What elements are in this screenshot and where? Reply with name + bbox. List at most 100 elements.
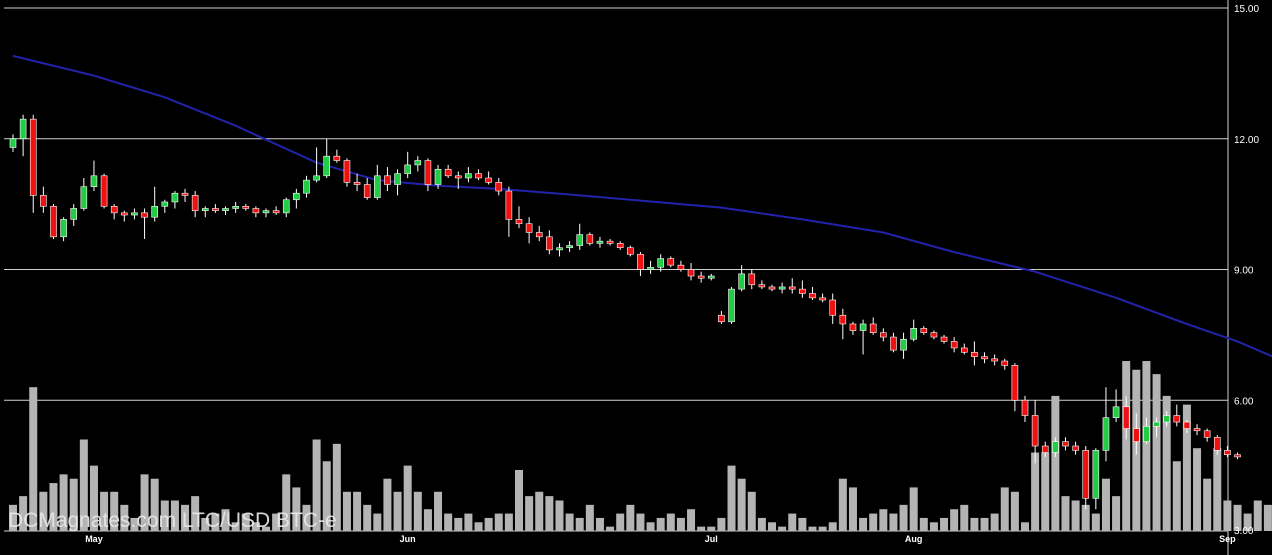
candle-83 — [849, 321, 857, 335]
volume-bar-28 — [292, 487, 301, 531]
candle-89 — [910, 319, 917, 342]
candle-body-47 — [485, 177, 492, 183]
candle-body-79 — [809, 293, 816, 299]
volume-bar-61 — [626, 504, 635, 531]
candle-69 — [707, 273, 715, 281]
volume-bar-2 — [29, 387, 38, 531]
candle-body-24 — [252, 208, 260, 214]
volume-bar-31 — [322, 461, 331, 531]
volume-bar-40 — [413, 491, 422, 531]
candle-101 — [1031, 400, 1039, 464]
candle-body-87 — [890, 336, 897, 351]
x-tick-label-4: Sep — [1219, 534, 1236, 544]
volume-bar-7 — [79, 439, 88, 531]
candle-61 — [627, 245, 634, 257]
volume-bars — [9, 361, 1272, 531]
candle-body-117 — [1193, 428, 1201, 432]
volume-bar-76 — [778, 526, 787, 531]
volume-bar-9 — [100, 491, 109, 531]
volume-bar-124 — [1263, 504, 1272, 531]
candle-117 — [1193, 424, 1201, 436]
volume-bar-43 — [444, 513, 453, 531]
volume-bar-48 — [494, 513, 503, 531]
candle-body-11 — [121, 212, 128, 216]
candle-72 — [738, 265, 745, 292]
candle-body-42 — [434, 168, 442, 185]
candle-23 — [242, 204, 250, 211]
candle-body-81 — [829, 299, 837, 316]
volume-bar-59 — [606, 526, 615, 531]
candle-40 — [414, 156, 422, 172]
candle-body-8 — [90, 175, 98, 187]
candle-17 — [181, 188, 189, 202]
volume-bar-121 — [1233, 504, 1242, 531]
candle-119 — [1213, 435, 1221, 455]
candle-body-111 — [1133, 428, 1140, 442]
candle-body-115 — [1173, 415, 1181, 423]
volume-bar-110 — [1122, 361, 1131, 531]
candle-body-86 — [880, 332, 887, 338]
candle-body-49 — [505, 190, 513, 220]
candle-22 — [232, 201, 239, 213]
candle-88 — [900, 332, 907, 359]
volume-bar-56 — [575, 517, 584, 531]
candle-106 — [1082, 446, 1090, 510]
candle-body-17 — [181, 192, 189, 196]
volume-bar-45 — [464, 513, 473, 531]
candle-1 — [19, 114, 27, 157]
candle-body-95 — [971, 352, 978, 357]
volume-bar-103 — [1051, 395, 1060, 531]
candle-45 — [465, 167, 472, 183]
volume-bar-105 — [1071, 500, 1080, 531]
volume-bar-86 — [879, 509, 888, 531]
volume-bar-68 — [697, 526, 706, 531]
candle-87 — [890, 332, 897, 353]
candle-body-1 — [19, 118, 27, 140]
candle-29 — [303, 175, 310, 198]
volume-bar-32 — [332, 443, 341, 531]
candle-body-16 — [171, 192, 179, 203]
volume-bar-79 — [808, 526, 817, 531]
candle-body-102 — [1041, 445, 1049, 453]
candle-body-50 — [515, 219, 523, 225]
candle-body-80 — [819, 297, 826, 301]
candle-73 — [748, 269, 756, 290]
volume-bar-104 — [1061, 496, 1070, 531]
volume-bar-64 — [656, 517, 665, 531]
candle-110 — [1122, 395, 1130, 440]
candle-body-107 — [1092, 450, 1100, 499]
candle-56 — [576, 223, 584, 250]
candle-body-121 — [1234, 454, 1241, 458]
candle-body-62 — [637, 253, 644, 270]
candle-100 — [1021, 395, 1029, 423]
volume-bar-4 — [49, 483, 58, 531]
volume-bar-3 — [39, 491, 48, 531]
candle-49 — [505, 186, 513, 237]
candle-body-31 — [323, 155, 331, 177]
candle-body-71 — [728, 288, 735, 323]
candle-body-120 — [1224, 450, 1231, 456]
volume-bar-10 — [110, 491, 119, 531]
candle-body-55 — [566, 245, 573, 249]
candle-86 — [880, 328, 887, 342]
candle-85 — [869, 317, 877, 335]
volume-bar-52 — [535, 491, 544, 531]
candle-body-88 — [900, 338, 907, 351]
candle-30 — [313, 147, 320, 183]
candle-64 — [657, 254, 664, 272]
candle-27 — [282, 197, 290, 218]
candle-62 — [637, 252, 644, 277]
candle-11 — [121, 210, 128, 222]
volume-bar-107 — [1091, 513, 1100, 531]
candle-body-45 — [465, 173, 472, 179]
candle-9 — [100, 173, 108, 209]
candle-body-19 — [201, 208, 209, 211]
candle-body-90 — [920, 328, 928, 333]
candle-46 — [475, 169, 482, 181]
volume-bar-97 — [990, 513, 999, 531]
volume-bar-33 — [342, 491, 351, 531]
candle-60 — [616, 241, 624, 250]
candle-body-119 — [1213, 436, 1221, 451]
